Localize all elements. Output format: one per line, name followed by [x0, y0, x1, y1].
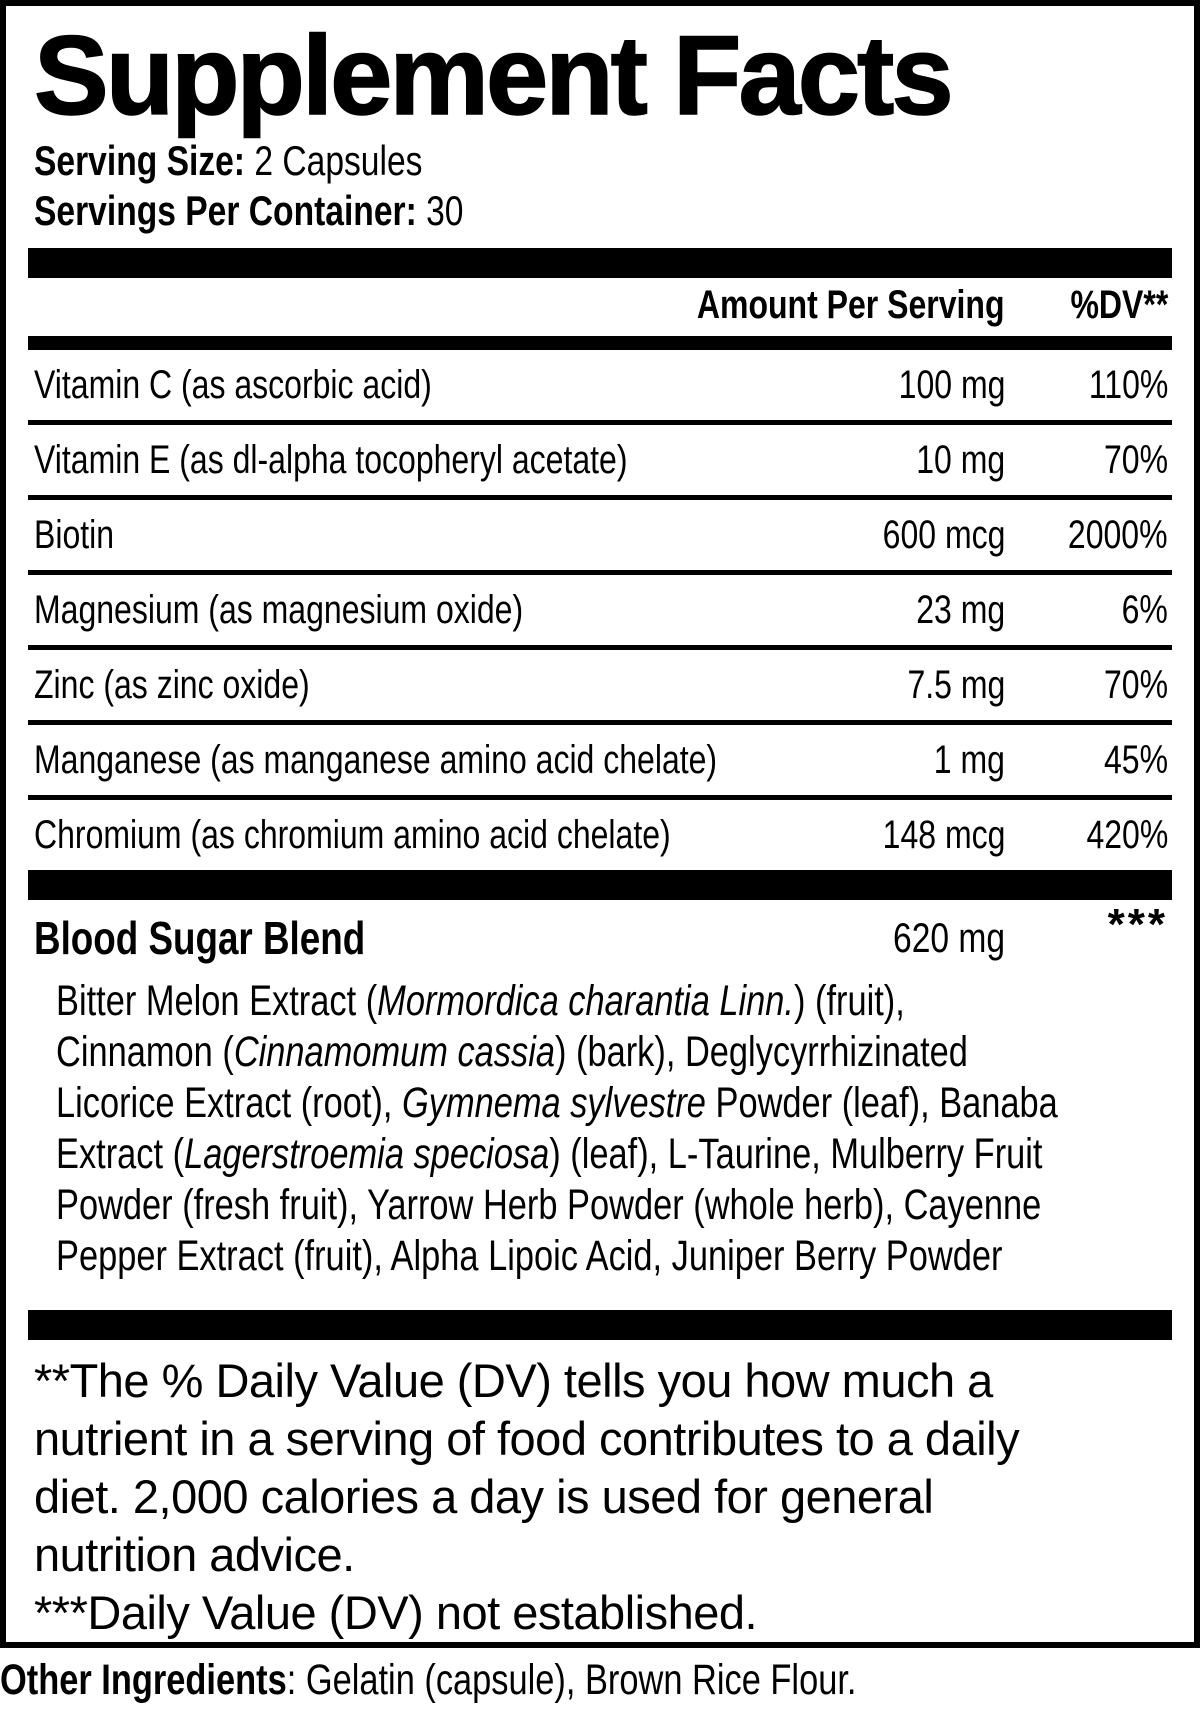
footnote-line: nutrient in a serving of food contribute…: [34, 1412, 1020, 1465]
table-row: Manganese (as manganese amino acid chela…: [28, 725, 1172, 800]
nutrient-amount: 1 mg: [933, 737, 1005, 782]
blend-ingredients-line: Pepper Extract (fruit), Alpha Lipoic Aci…: [56, 1232, 1003, 1280]
table-row: Magnesium (as magnesium oxide) 23 mg 6%: [28, 575, 1172, 650]
blend-ingredients-line: Licorice Extract (root), Gymnema sylvest…: [56, 1079, 1058, 1127]
table-row: Vitamin C (as ascorbic acid) 100 mg 110%: [28, 350, 1172, 425]
serving-size-line: Serving Size: 2 Capsules: [34, 136, 1172, 186]
footnote-line: diet. 2,000 calories a day is used for g…: [34, 1470, 934, 1523]
table-row: Biotin 600 mcg 2000%: [28, 500, 1172, 575]
nutrient-dv: 420%: [1086, 812, 1168, 857]
nutrient-name: Vitamin C (as ascorbic acid): [34, 362, 432, 407]
footnote-line: **The % Daily Value (DV) tells you how m…: [34, 1354, 993, 1407]
table-header-row: Amount Per Serving %DV**: [28, 278, 1172, 336]
nutrient-dv: 2000%: [1068, 512, 1168, 557]
nutrient-name: Zinc (as zinc oxide): [34, 662, 310, 707]
other-ingredients-value: : Gelatin (capsule), Brown Rice Flour.: [286, 1656, 857, 1704]
blend-dv-asterisks: ***: [1107, 900, 1168, 949]
blend-ingredients-line: Bitter Melon Extract (Mormordica charant…: [56, 977, 905, 1025]
nutrient-amount: 100 mg: [898, 362, 1005, 407]
blend-ingredients-line: Cinnamon (Cinnamomum cassia) (bark), Deg…: [56, 1028, 968, 1076]
blend-name: Blood Sugar Blend: [34, 912, 366, 964]
nutrient-amount: 600 mcg: [882, 512, 1005, 557]
serving-size-label: Serving Size:: [34, 137, 246, 184]
supplement-facts-panel: Supplement Facts Serving Size: 2 Capsule…: [0, 0, 1200, 1648]
other-ingredients-label: Other Ingredients: [0, 1656, 287, 1704]
table-row: Vitamin E (as dl-alpha tocopheryl acetat…: [28, 425, 1172, 500]
divider-bar-thick-top: [28, 248, 1172, 278]
page-title: Supplement Facts: [33, 13, 954, 138]
table-row: Zinc (as zinc oxide) 7.5 mg 70%: [28, 650, 1172, 725]
blend-ingredient-list: Bitter Melon Extract (Mormordica charant…: [56, 976, 1172, 1282]
nutrient-amount: 10 mg: [916, 437, 1005, 482]
nutrient-dv: 45%: [1103, 737, 1168, 782]
amount-per-serving-header: Amount Per Serving: [697, 283, 1005, 327]
nutrient-name: Vitamin E (as dl-alpha tocopheryl acetat…: [34, 437, 628, 482]
blend-ingredients-line: Extract (Lagerstroemia speciosa) (leaf),…: [56, 1130, 1043, 1178]
dv-not-established-note: ***Daily Value (DV) not established.: [34, 1586, 758, 1639]
nutrient-amount: 23 mg: [916, 587, 1005, 632]
nutrient-name: Chromium (as chromium amino acid chelate…: [34, 812, 671, 857]
servings-per-container-line: Servings Per Container: 30: [34, 186, 1172, 236]
divider-bar-above-footnote: [28, 1310, 1172, 1340]
nutrient-name: Biotin: [34, 512, 115, 557]
percent-dv-header: %DV**: [1070, 283, 1168, 327]
nutrient-amount: 7.5 mg: [907, 662, 1005, 707]
footnote-line: nutrition advice.: [34, 1528, 355, 1581]
nutrient-dv: 6%: [1121, 587, 1168, 632]
servings-per-container-label: Servings Per Container:: [34, 187, 417, 234]
divider-bar-above-blend: [28, 870, 1172, 900]
nutrient-amount: 148 mcg: [882, 812, 1005, 857]
blend-header-row: Blood Sugar Blend 620 mg ***: [28, 900, 1172, 976]
serving-size-value: 2 Capsules: [245, 137, 423, 184]
daily-value-footnote: **The % Daily Value (DV) tells you how m…: [34, 1352, 1172, 1642]
divider-bar-under-header: [28, 336, 1172, 350]
nutrient-dv: 110%: [1088, 362, 1168, 407]
nutrient-dv: 70%: [1103, 437, 1168, 482]
blend-amount: 620 mg: [892, 914, 1005, 961]
nutrient-dv: 70%: [1103, 662, 1168, 707]
nutrient-name: Manganese (as manganese amino acid chela…: [34, 737, 718, 782]
nutrient-name: Magnesium (as magnesium oxide): [34, 587, 524, 632]
blend-ingredients-line: Powder (fresh fruit), Yarrow Herb Powder…: [56, 1181, 1042, 1229]
other-ingredients-line: Other Ingredients: Gelatin (capsule), Br…: [0, 1654, 1071, 1706]
servings-per-container-value: 30: [416, 187, 464, 234]
table-row: Chromium (as chromium amino acid chelate…: [28, 800, 1172, 870]
